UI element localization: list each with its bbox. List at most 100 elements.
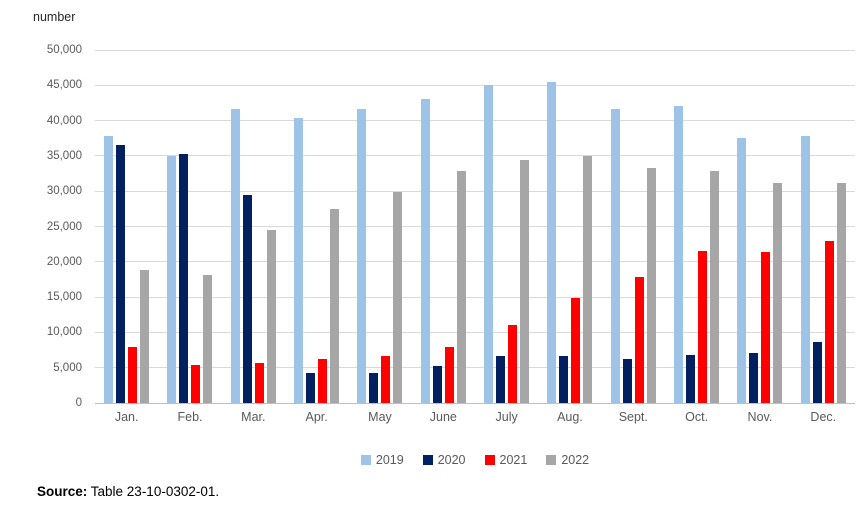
legend-swatch-icon xyxy=(422,455,433,465)
legend: 2019 2020 2021 2022 xyxy=(95,453,855,467)
bar-2020 xyxy=(812,342,822,403)
x-tick-label: Feb. xyxy=(177,410,203,424)
bar-group-july xyxy=(475,50,538,403)
legend-label: 2021 xyxy=(499,453,528,467)
bar-2021 xyxy=(318,359,328,403)
bar-2021 xyxy=(698,251,708,403)
legend-item-2022: 2022 xyxy=(546,453,589,467)
bar-2022 xyxy=(583,156,593,403)
y-tick-label: 25,000 xyxy=(46,220,82,233)
gridline xyxy=(95,120,855,122)
bar-group-nov xyxy=(728,50,791,403)
bar-2021 xyxy=(128,347,138,403)
gridline xyxy=(95,84,855,86)
x-tick-label: Mar. xyxy=(241,410,266,424)
bar-2022 xyxy=(393,192,403,403)
gridline xyxy=(95,49,855,51)
source-note: Source: Table 23-10-0302-01. xyxy=(37,484,219,499)
bar-2019 xyxy=(420,99,430,403)
y-axis-title: number xyxy=(33,10,76,24)
source-label: Source: xyxy=(37,484,88,499)
x-tick-label: Nov. xyxy=(747,410,773,424)
bar-2020 xyxy=(179,154,189,403)
gridline xyxy=(95,261,855,263)
gridline xyxy=(95,190,855,192)
x-tick-label: July xyxy=(495,410,518,424)
legend-swatch-icon xyxy=(484,455,495,465)
y-axis-tick-labels: 0 5,000 10,000 15,000 20,000 25,000 30,000 35,0… xyxy=(0,44,82,409)
bar-2020 xyxy=(242,195,252,403)
bar-2020 xyxy=(496,356,506,403)
bar-group-mar xyxy=(222,50,285,403)
plot-area xyxy=(95,49,855,404)
bar-2022 xyxy=(203,275,213,403)
gridline xyxy=(95,155,855,157)
bar-group-oct xyxy=(665,50,728,403)
bar-2022 xyxy=(456,171,466,403)
bar-groups xyxy=(95,50,855,403)
bar-2020 xyxy=(686,355,696,403)
bar-2022 xyxy=(710,171,720,403)
x-axis-line xyxy=(95,403,855,404)
bar-2020 xyxy=(432,366,442,403)
x-tick-label: Apr. xyxy=(305,410,328,424)
legend-item-2020: 2020 xyxy=(422,453,466,467)
gridline xyxy=(95,367,855,369)
bar-group-sept xyxy=(602,50,665,403)
bar-2019 xyxy=(104,136,114,403)
bar-group-may xyxy=(348,50,411,403)
x-tick-label: Aug. xyxy=(557,410,583,424)
bar-2019 xyxy=(230,109,240,403)
bar-group-june xyxy=(412,50,475,403)
bar-2021 xyxy=(444,347,454,403)
bar-2020 xyxy=(369,373,379,403)
legend-swatch-icon xyxy=(360,455,371,465)
x-tick-label: June xyxy=(429,410,457,424)
y-tick-label: 50,000 xyxy=(46,44,82,56)
bar-2022 xyxy=(836,183,846,403)
bar-2022 xyxy=(140,270,150,403)
gridline xyxy=(95,296,855,298)
x-tick-label: Jan. xyxy=(114,410,139,424)
legend-label: 2020 xyxy=(437,453,466,467)
bar-2020 xyxy=(116,145,126,403)
bar-2019 xyxy=(357,109,367,403)
gridline xyxy=(95,331,855,333)
bar-2019 xyxy=(167,156,177,403)
bar-2022 xyxy=(520,160,530,403)
y-tick-label: 10,000 xyxy=(46,326,82,339)
legend-item-2019: 2019 xyxy=(360,453,404,467)
bar-2021 xyxy=(571,298,581,403)
bar-2022 xyxy=(773,183,783,403)
y-tick-label: 35,000 xyxy=(46,149,82,162)
bar-group-jan xyxy=(95,50,158,403)
bar-2021 xyxy=(508,325,518,403)
y-tick-label: 0 xyxy=(75,397,82,409)
bar-2020 xyxy=(622,359,632,403)
legend-item-2021: 2021 xyxy=(484,453,528,467)
bar-2019 xyxy=(737,138,747,403)
bar-2021 xyxy=(254,363,264,403)
y-tick-label: 40,000 xyxy=(46,114,82,127)
bar-2021 xyxy=(761,252,771,403)
legend-swatch-icon xyxy=(546,455,557,465)
gridline xyxy=(95,226,855,227)
bar-2019 xyxy=(547,82,557,403)
bar-2020 xyxy=(749,353,759,403)
legend-label: 2019 xyxy=(375,453,404,467)
legend-label: 2022 xyxy=(561,453,590,467)
bar-2020 xyxy=(306,373,316,403)
bar-2019 xyxy=(610,109,620,403)
bar-2019 xyxy=(674,106,684,403)
bar-2022 xyxy=(266,230,276,403)
x-tick-label: May xyxy=(368,410,392,424)
bar-2021 xyxy=(381,356,391,403)
y-tick-label: 5,000 xyxy=(53,361,82,374)
bar-group-feb xyxy=(158,50,221,403)
bar-2022 xyxy=(330,209,340,403)
x-tick-label: Sept. xyxy=(618,410,648,424)
x-tick-label: Dec. xyxy=(810,410,837,424)
bar-2021 xyxy=(634,277,644,403)
bar-2019 xyxy=(800,136,810,403)
